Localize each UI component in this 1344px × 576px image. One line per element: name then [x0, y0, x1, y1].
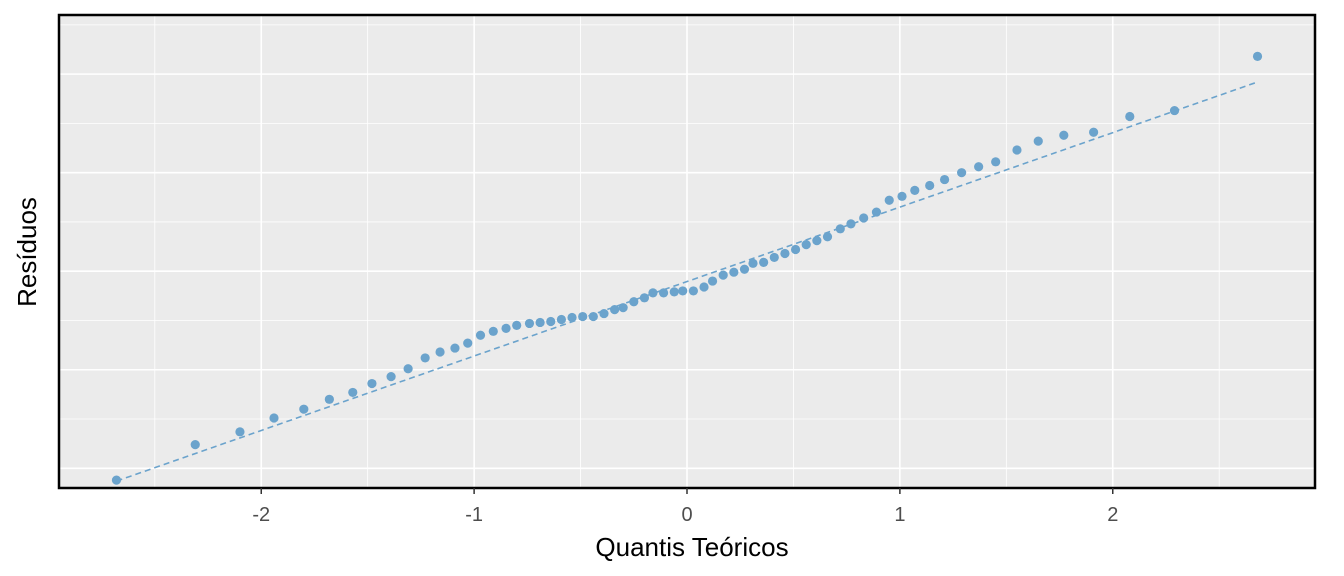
data-point	[669, 287, 679, 297]
residual-points	[111, 51, 1263, 485]
y-axis-title: Resíduos	[12, 197, 42, 307]
data-point	[769, 252, 779, 263]
data-point	[348, 387, 358, 398]
x-axis-title: Quantis Teóricos	[595, 532, 788, 562]
data-point	[835, 224, 845, 234]
data-point	[884, 195, 894, 205]
data-point	[501, 323, 511, 333]
data-point	[599, 308, 609, 319]
data-point	[512, 320, 522, 331]
data-point	[729, 267, 739, 277]
data-point	[610, 305, 620, 315]
data-point	[658, 288, 669, 298]
data-point	[1125, 111, 1135, 122]
data-point	[974, 162, 984, 172]
data-point	[524, 318, 535, 329]
data-point	[299, 404, 309, 414]
data-point	[759, 257, 769, 267]
data-point	[420, 353, 430, 363]
data-point	[822, 232, 833, 242]
x-tick-label: -1	[465, 504, 483, 526]
data-point	[475, 330, 486, 340]
data-point	[846, 219, 856, 229]
data-point	[648, 288, 658, 298]
x-axis-ticks: -2 -1 0 1 2	[252, 488, 1118, 526]
x-tick-label: 2	[1107, 504, 1118, 526]
x-tick-label: 1	[894, 504, 905, 526]
data-point	[556, 314, 567, 325]
data-point	[1059, 130, 1069, 140]
data-point	[707, 276, 718, 286]
data-point	[1169, 105, 1180, 116]
x-tick-label: -2	[252, 504, 270, 526]
data-point	[324, 394, 334, 404]
data-point	[578, 311, 588, 322]
data-point	[925, 180, 935, 191]
data-point	[748, 258, 758, 268]
data-point	[790, 244, 801, 255]
data-point	[812, 236, 822, 246]
data-point	[588, 311, 598, 322]
data-point	[699, 282, 709, 292]
data-point	[871, 207, 882, 217]
data-point	[629, 297, 639, 307]
data-point	[1012, 145, 1022, 155]
data-point	[567, 312, 577, 323]
data-point	[235, 427, 245, 437]
data-point	[910, 185, 920, 196]
data-point	[718, 270, 728, 280]
data-point	[190, 440, 200, 450]
data-point	[386, 372, 396, 382]
data-point	[450, 343, 460, 353]
data-point	[688, 286, 698, 296]
data-point	[678, 286, 688, 296]
data-point	[1252, 51, 1263, 61]
data-point	[780, 248, 790, 259]
data-point	[991, 157, 1001, 167]
reference-line	[116, 81, 1258, 482]
data-point	[618, 303, 628, 313]
data-point	[463, 338, 473, 348]
data-point	[1033, 136, 1043, 146]
x-tick-label: 0	[681, 504, 692, 526]
data-point	[546, 316, 556, 327]
data-point	[535, 317, 545, 328]
major-gridlines	[59, 15, 1315, 488]
data-point	[859, 213, 869, 223]
data-point	[939, 174, 950, 185]
data-point	[488, 326, 498, 336]
data-point	[739, 264, 750, 274]
data-point	[801, 240, 811, 250]
data-point	[897, 191, 907, 201]
data-point	[269, 413, 279, 423]
data-point	[367, 378, 377, 389]
data-point	[435, 347, 445, 357]
data-point	[403, 364, 413, 374]
data-point	[957, 168, 967, 178]
data-point	[1089, 127, 1099, 137]
data-point	[639, 293, 650, 303]
data-point	[111, 475, 122, 485]
